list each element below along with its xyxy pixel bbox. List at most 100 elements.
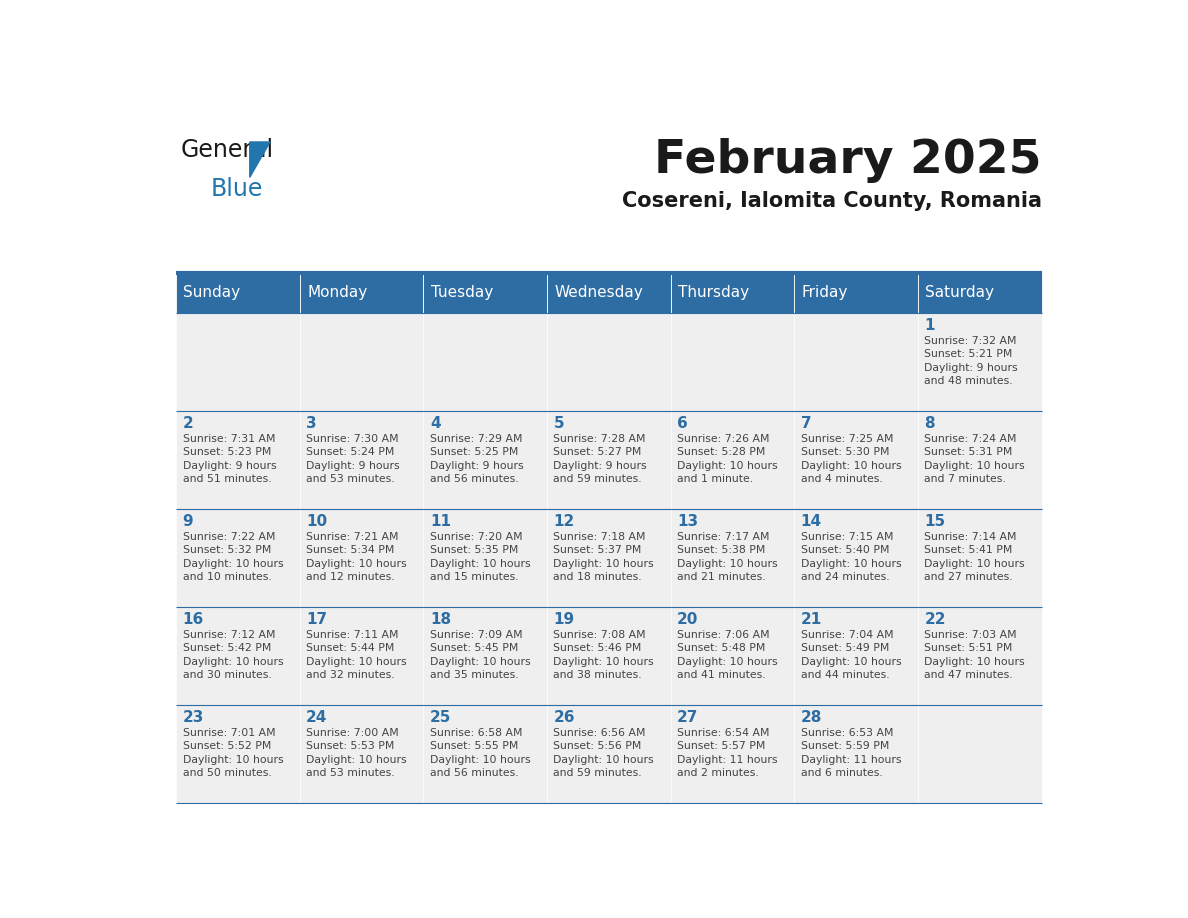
Text: Sunrise: 7:21 AM
Sunset: 5:34 PM
Daylight: 10 hours
and 12 minutes.: Sunrise: 7:21 AM Sunset: 5:34 PM Dayligh… [307, 532, 406, 582]
Bar [918, 273, 1042, 313]
Text: 19: 19 [554, 612, 575, 627]
Bar [918, 411, 1042, 509]
Text: Cosereni, Ialomita County, Romania: Cosereni, Ialomita County, Romania [621, 192, 1042, 211]
Bar [299, 705, 423, 803]
Text: 16: 16 [183, 612, 204, 627]
Text: Sunrise: 7:20 AM
Sunset: 5:35 PM
Daylight: 10 hours
and 15 minutes.: Sunrise: 7:20 AM Sunset: 5:35 PM Dayligh… [430, 532, 531, 582]
Text: 3: 3 [307, 416, 317, 431]
Bar [795, 411, 918, 509]
Text: Sunrise: 7:29 AM
Sunset: 5:25 PM
Daylight: 9 hours
and 56 minutes.: Sunrise: 7:29 AM Sunset: 5:25 PM Dayligh… [430, 433, 524, 485]
Text: Sunrise: 7:25 AM
Sunset: 5:30 PM
Daylight: 10 hours
and 4 minutes.: Sunrise: 7:25 AM Sunset: 5:30 PM Dayligh… [801, 433, 902, 485]
Bar [176, 607, 299, 705]
Text: 22: 22 [924, 612, 946, 627]
Text: Sunrise: 7:32 AM
Sunset: 5:21 PM
Daylight: 9 hours
and 48 minutes.: Sunrise: 7:32 AM Sunset: 5:21 PM Dayligh… [924, 336, 1018, 386]
Bar [795, 313, 918, 411]
Text: Monday: Monday [308, 285, 367, 300]
Text: 25: 25 [430, 710, 451, 725]
Text: Sunrise: 7:15 AM
Sunset: 5:40 PM
Daylight: 10 hours
and 24 minutes.: Sunrise: 7:15 AM Sunset: 5:40 PM Dayligh… [801, 532, 902, 582]
Bar [299, 313, 423, 411]
Text: 13: 13 [677, 514, 699, 529]
Text: 11: 11 [430, 514, 450, 529]
Bar [671, 273, 795, 313]
Text: Sunrise: 7:14 AM
Sunset: 5:41 PM
Daylight: 10 hours
and 27 minutes.: Sunrise: 7:14 AM Sunset: 5:41 PM Dayligh… [924, 532, 1025, 582]
Bar [176, 273, 299, 313]
Bar [546, 607, 671, 705]
Bar [671, 509, 795, 607]
Text: Sunrise: 6:53 AM
Sunset: 5:59 PM
Daylight: 11 hours
and 6 minutes.: Sunrise: 6:53 AM Sunset: 5:59 PM Dayligh… [801, 728, 902, 778]
Bar [671, 411, 795, 509]
Bar [918, 705, 1042, 803]
Text: Wednesday: Wednesday [555, 285, 643, 300]
Text: Friday: Friday [802, 285, 848, 300]
Text: 1: 1 [924, 318, 935, 333]
Text: Sunrise: 7:28 AM
Sunset: 5:27 PM
Daylight: 9 hours
and 59 minutes.: Sunrise: 7:28 AM Sunset: 5:27 PM Dayligh… [554, 433, 647, 485]
Text: 14: 14 [801, 514, 822, 529]
Text: Blue: Blue [210, 177, 263, 201]
Text: Sunrise: 7:12 AM
Sunset: 5:42 PM
Daylight: 10 hours
and 30 minutes.: Sunrise: 7:12 AM Sunset: 5:42 PM Dayligh… [183, 630, 283, 680]
Bar [795, 607, 918, 705]
Bar [546, 509, 671, 607]
Text: 4: 4 [430, 416, 441, 431]
Bar [423, 273, 546, 313]
Text: 7: 7 [801, 416, 811, 431]
Bar [423, 411, 546, 509]
Text: Sunrise: 7:30 AM
Sunset: 5:24 PM
Daylight: 9 hours
and 53 minutes.: Sunrise: 7:30 AM Sunset: 5:24 PM Dayligh… [307, 433, 400, 485]
Text: 20: 20 [677, 612, 699, 627]
Bar [176, 411, 299, 509]
Text: Sunrise: 7:17 AM
Sunset: 5:38 PM
Daylight: 10 hours
and 21 minutes.: Sunrise: 7:17 AM Sunset: 5:38 PM Dayligh… [677, 532, 778, 582]
Text: 8: 8 [924, 416, 935, 431]
Text: Sunrise: 7:06 AM
Sunset: 5:48 PM
Daylight: 10 hours
and 41 minutes.: Sunrise: 7:06 AM Sunset: 5:48 PM Dayligh… [677, 630, 778, 680]
Bar [176, 509, 299, 607]
Bar [299, 607, 423, 705]
Bar [423, 607, 546, 705]
Text: Sunrise: 7:31 AM
Sunset: 5:23 PM
Daylight: 9 hours
and 51 minutes.: Sunrise: 7:31 AM Sunset: 5:23 PM Dayligh… [183, 433, 276, 485]
Bar [423, 313, 546, 411]
Text: General: General [181, 139, 274, 162]
Bar [176, 705, 299, 803]
Text: Sunrise: 7:08 AM
Sunset: 5:46 PM
Daylight: 10 hours
and 38 minutes.: Sunrise: 7:08 AM Sunset: 5:46 PM Dayligh… [554, 630, 655, 680]
Bar [795, 273, 918, 313]
Text: 27: 27 [677, 710, 699, 725]
Text: 6: 6 [677, 416, 688, 431]
Text: Sunrise: 6:54 AM
Sunset: 5:57 PM
Daylight: 11 hours
and 2 minutes.: Sunrise: 6:54 AM Sunset: 5:57 PM Dayligh… [677, 728, 778, 778]
Text: Saturday: Saturday [925, 285, 994, 300]
Text: 9: 9 [183, 514, 194, 529]
Text: 26: 26 [554, 710, 575, 725]
Text: 28: 28 [801, 710, 822, 725]
Bar [918, 313, 1042, 411]
Text: 10: 10 [307, 514, 328, 529]
Text: 12: 12 [554, 514, 575, 529]
Text: Tuesday: Tuesday [431, 285, 493, 300]
Text: Sunrise: 7:03 AM
Sunset: 5:51 PM
Daylight: 10 hours
and 47 minutes.: Sunrise: 7:03 AM Sunset: 5:51 PM Dayligh… [924, 630, 1025, 680]
Bar [546, 313, 671, 411]
Bar [795, 509, 918, 607]
Text: Sunrise: 7:22 AM
Sunset: 5:32 PM
Daylight: 10 hours
and 10 minutes.: Sunrise: 7:22 AM Sunset: 5:32 PM Dayligh… [183, 532, 283, 582]
Text: February 2025: February 2025 [655, 139, 1042, 184]
Bar [299, 509, 423, 607]
Text: Sunrise: 6:56 AM
Sunset: 5:56 PM
Daylight: 10 hours
and 59 minutes.: Sunrise: 6:56 AM Sunset: 5:56 PM Dayligh… [554, 728, 655, 778]
Bar [299, 411, 423, 509]
Bar [423, 705, 546, 803]
Text: Sunrise: 7:09 AM
Sunset: 5:45 PM
Daylight: 10 hours
and 35 minutes.: Sunrise: 7:09 AM Sunset: 5:45 PM Dayligh… [430, 630, 531, 680]
Bar [176, 313, 299, 411]
Text: Sunrise: 7:26 AM
Sunset: 5:28 PM
Daylight: 10 hours
and 1 minute.: Sunrise: 7:26 AM Sunset: 5:28 PM Dayligh… [677, 433, 778, 485]
Bar [795, 705, 918, 803]
Text: Sunday: Sunday [183, 285, 241, 300]
Bar [423, 509, 546, 607]
Text: Sunrise: 7:01 AM
Sunset: 5:52 PM
Daylight: 10 hours
and 50 minutes.: Sunrise: 7:01 AM Sunset: 5:52 PM Dayligh… [183, 728, 283, 778]
Bar [546, 705, 671, 803]
Bar [546, 273, 671, 313]
Text: Sunrise: 7:04 AM
Sunset: 5:49 PM
Daylight: 10 hours
and 44 minutes.: Sunrise: 7:04 AM Sunset: 5:49 PM Dayligh… [801, 630, 902, 680]
Text: 24: 24 [307, 710, 328, 725]
Text: Sunrise: 7:18 AM
Sunset: 5:37 PM
Daylight: 10 hours
and 18 minutes.: Sunrise: 7:18 AM Sunset: 5:37 PM Dayligh… [554, 532, 655, 582]
Text: 18: 18 [430, 612, 451, 627]
Bar [918, 607, 1042, 705]
Bar [918, 509, 1042, 607]
Text: Sunrise: 6:58 AM
Sunset: 5:55 PM
Daylight: 10 hours
and 56 minutes.: Sunrise: 6:58 AM Sunset: 5:55 PM Dayligh… [430, 728, 531, 778]
Text: 5: 5 [554, 416, 564, 431]
Bar [299, 273, 423, 313]
Text: Sunrise: 7:00 AM
Sunset: 5:53 PM
Daylight: 10 hours
and 53 minutes.: Sunrise: 7:00 AM Sunset: 5:53 PM Dayligh… [307, 728, 406, 778]
Text: Thursday: Thursday [678, 285, 750, 300]
Text: Sunrise: 7:24 AM
Sunset: 5:31 PM
Daylight: 10 hours
and 7 minutes.: Sunrise: 7:24 AM Sunset: 5:31 PM Dayligh… [924, 433, 1025, 485]
Text: 2: 2 [183, 416, 194, 431]
